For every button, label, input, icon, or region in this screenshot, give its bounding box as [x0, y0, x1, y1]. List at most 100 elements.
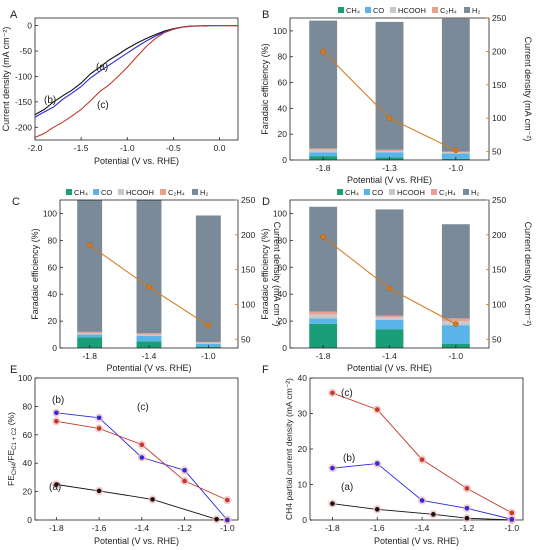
bar-segment-co	[309, 318, 338, 324]
legend-swatch-h2	[463, 189, 469, 195]
bar-segment-c2h4	[309, 148, 338, 150]
series-label-c: (c)	[341, 388, 353, 399]
bar-segment-hcooh	[309, 149, 338, 153]
x-axis-label: Potential (V vs. RHE)	[347, 363, 432, 373]
y-tick-label: 0	[27, 21, 32, 31]
y-tick-label: -100	[15, 71, 32, 81]
series-point-a	[54, 482, 59, 487]
series-line-b	[34, 25, 238, 118]
x-tick-label: -1.0	[449, 163, 464, 173]
series-label-a: (a)	[96, 62, 108, 73]
series-point-b	[225, 517, 230, 523]
y-tick-label: 100	[273, 26, 287, 36]
legend-swatch-c2h4	[432, 7, 438, 13]
series-point-b	[330, 465, 335, 471]
bar-segment-c2h4	[375, 149, 404, 151]
x-tick-label: -1.5	[74, 143, 89, 153]
legend-label-co: CO	[373, 6, 384, 15]
legend-swatch-hcooh	[118, 189, 124, 195]
series-point-c	[419, 457, 425, 462]
bar-segment-c2h4	[309, 311, 338, 315]
bar-segment-h2	[441, 18, 470, 152]
panel-a: A -2.0 -1.5 -1.0 -0.5 0.0 0 -50 -100 -150 -200 Pote…	[1, 9, 239, 166]
bar-segment-ch4	[77, 337, 103, 348]
series-line-c	[332, 392, 513, 514]
series-point-c	[139, 442, 145, 448]
series-line-b	[332, 463, 512, 520]
y-tick-label: 10	[298, 480, 308, 490]
legend-label-h2: H₂	[471, 188, 479, 197]
bar-segment-c2h4	[441, 318, 470, 322]
current-point	[86, 242, 93, 249]
bar-segment-h2	[136, 200, 162, 334]
y-tick-label: 20	[298, 444, 308, 454]
bar-segment-hcooh	[375, 150, 404, 153]
legend-swatch-h2	[464, 7, 470, 13]
current-point	[452, 147, 459, 154]
x-axis-label: Potential (V vs. RHE)	[374, 536, 459, 546]
series-point-c	[54, 419, 59, 424]
x-tick-label: -1.4	[142, 351, 157, 361]
y2-tick-label: 50	[241, 334, 251, 344]
y-tick-label: 20	[278, 129, 288, 139]
bar-segment-c2h4	[77, 331, 103, 334]
y-axis-label: Faradaic efficiency (%)	[260, 43, 270, 134]
y2-tick-label: 150	[241, 265, 255, 275]
bar-segment-h2	[309, 206, 338, 312]
legend-label-hcooh: HCOOH	[398, 6, 426, 15]
panel-d: D -1.8 -1.4 -1.0 0 20 40 60 80 100 50 100 150 200 250 P…	[260, 188, 533, 373]
bar-segment-hcooh	[309, 314, 338, 319]
current-point	[386, 285, 393, 292]
x-tick-label: -1.0	[449, 351, 464, 361]
panel-letter: C	[12, 196, 20, 208]
x-tick-label: -1.8	[316, 163, 331, 173]
panel-f: F -1.8 -1.6 -1.4 -1.2 -1.0 0 10 20 30 40 Potential …	[262, 364, 524, 546]
current-point	[205, 322, 212, 329]
legend-swatch-ch4	[66, 189, 72, 195]
x-tick-label: -2.0	[28, 143, 43, 153]
series-point-c	[464, 486, 470, 491]
y-tick-label: 80	[278, 52, 288, 62]
series-point-c	[374, 407, 380, 412]
legend-label-hcooh: HCOOH	[397, 188, 425, 197]
bar-segment-c2h4	[136, 333, 162, 335]
y2-tick-label: 100	[492, 113, 506, 123]
series-line-a	[34, 25, 238, 116]
legend-label-co: CO	[372, 188, 383, 197]
x-tick-label: -0.5	[166, 143, 181, 153]
legend-swatch-co	[365, 7, 371, 13]
series-point-a	[464, 515, 470, 521]
bar-segment-h2	[441, 224, 470, 319]
series-point-c	[96, 426, 102, 431]
y-tick-label: -200	[15, 122, 32, 132]
y-axis-label: Current density (mA cm⁻²)	[1, 27, 11, 132]
plot-frame	[309, 377, 524, 521]
y2-tick-label: 150	[492, 80, 506, 90]
bar-segment-h2	[375, 209, 404, 316]
series-point-b	[139, 455, 145, 460]
series-point-c	[330, 390, 335, 396]
legend-swatch-c2h4	[431, 189, 437, 195]
y-tick-label: 40	[298, 373, 308, 383]
y2-tick-label: 250	[241, 195, 255, 205]
panel-letter: B	[262, 9, 269, 21]
series-line-b	[56, 412, 228, 521]
series-point-a	[96, 488, 102, 494]
legend-swatch-ch4	[337, 189, 343, 195]
legend: CH₄ CO HCOOH C₂H₄ H₂	[337, 188, 479, 197]
series-point-a	[330, 501, 335, 506]
bar-segment-co	[375, 319, 404, 330]
panel-letter: A	[10, 9, 18, 21]
panel-e: E -1.8 -1.6 -1.4 -1.2 -1.0 0 20 40 60 80 100 Potenti…	[6, 364, 239, 546]
current-point	[386, 115, 393, 122]
x-axis-label: Potential (V vs. RHE)	[106, 363, 191, 373]
series-point-a	[431, 512, 436, 517]
legend-label-h2: H₂	[200, 188, 208, 197]
series-label-a: (a)	[341, 482, 353, 493]
plot-frame	[34, 377, 239, 521]
y-tick-label: 40	[278, 289, 288, 299]
x-tick-label: -1.8	[325, 523, 340, 533]
y-tick-label: 60	[23, 430, 33, 440]
x-tick-label: -1.8	[49, 523, 64, 533]
legend-label-h2: H₂	[472, 6, 480, 15]
